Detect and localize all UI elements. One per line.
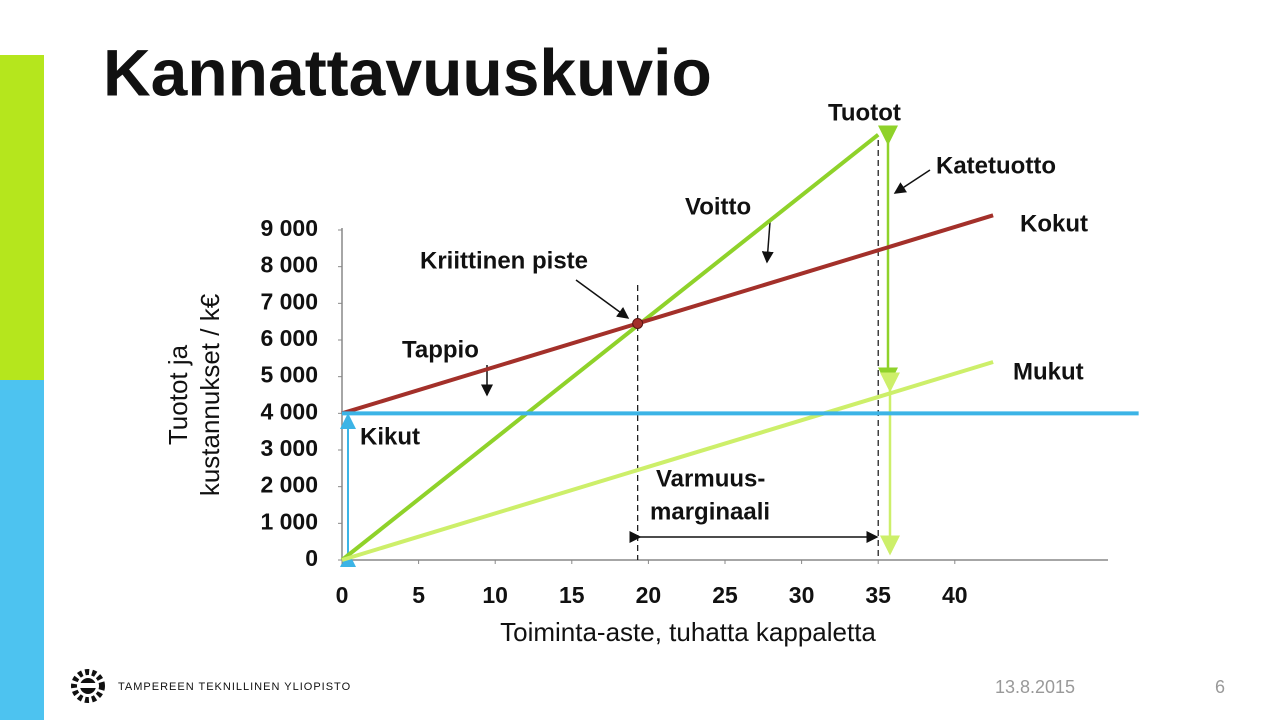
series-line [340,133,880,562]
y-tick-label: 5 000 [260,362,318,388]
x-tick-label: 35 [865,582,891,608]
break-even-point [632,318,644,329]
pointer-arrow [575,279,630,319]
organization: TAMPEREEN TEKNILLINEN YLIOPISTO [118,681,351,693]
y-axis-title: Tuotot ja [163,344,193,445]
y-tick-label: 2 000 [260,472,318,498]
series-line [341,213,994,416]
series-line [341,360,994,562]
pointer-arrow [893,169,931,194]
x-tick-label: 30 [789,582,815,608]
series-label: Mukut [1013,358,1084,385]
y-tick-label: 6 000 [260,325,318,351]
pointer-arrow [761,221,774,264]
annotation: Voitto [685,193,751,220]
y-axis-title: kustannukset / k€ [195,293,225,496]
y-tick-label: 9 000 [260,215,318,241]
x-tick-label: 10 [482,582,508,608]
series-label: Kikut [360,423,420,450]
side-bar-green [0,55,44,380]
y-tick-label: 0 [305,545,318,571]
annotation: Varmuus- [656,465,765,492]
page-number: 6 [1215,677,1225,697]
logo [71,669,105,703]
annotation: Kriittinen piste [420,247,588,274]
y-tick-label: 4 000 [260,398,318,424]
x-tick-label: 25 [712,582,738,608]
x-tick-label: 0 [336,582,349,608]
series-label: Kokut [1020,210,1088,237]
annotation: Katetuotto [936,152,1056,179]
y-tick-label: 8 000 [260,252,318,278]
y-tick-label: 3 000 [260,435,318,461]
x-tick-label: 5 [412,582,425,608]
y-tick-label: 7 000 [260,288,318,314]
side-bar-blue [0,380,44,720]
x-axis-title: Toiminta-aste, tuhatta kappaletta [500,617,876,647]
x-tick-label: 20 [636,582,662,608]
date: 13.8.2015 [995,677,1075,697]
x-tick-label: 15 [559,582,585,608]
annotation: Tappio [402,336,479,363]
series-label: Tuotot [828,99,901,126]
slide-title: Kannattavuuskuvio [103,35,712,109]
x-tick-label: 40 [942,582,968,608]
y-tick-label: 1 000 [260,508,318,534]
annotation: marginaali [650,498,770,525]
